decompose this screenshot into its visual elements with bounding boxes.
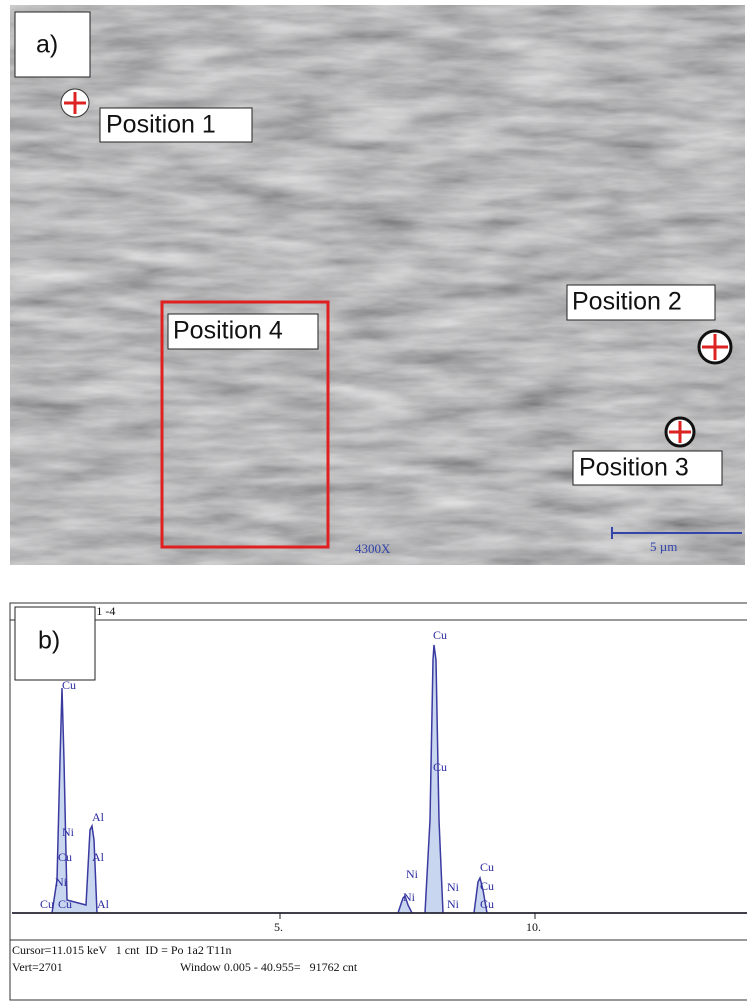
peak-label: Cu	[58, 897, 72, 911]
peak-label: Cu	[480, 897, 494, 911]
peak-label: Ni	[403, 890, 416, 904]
peak-label: Ni	[55, 875, 68, 889]
peak-label: Cu	[433, 628, 447, 642]
position-label: Position 1	[106, 111, 216, 139]
peak-label: Ni	[406, 867, 419, 881]
peak-label: Al	[92, 850, 105, 864]
peak-label: Al	[97, 897, 110, 911]
x-tick-label: 5.	[274, 920, 283, 934]
peak-label: Cu	[40, 897, 54, 911]
magnification: 4300X	[355, 541, 391, 556]
status-line: Window 0.005 - 40.955= 91762 cnt	[180, 960, 358, 974]
position-label: Position 2	[572, 288, 682, 316]
position-label: Position 3	[579, 454, 689, 482]
figure: a) Position 1 Position 2 Position 3 Posi…	[0, 0, 747, 1006]
peak-label: Cu	[58, 850, 72, 864]
panel-a: a) Position 1 Position 2 Position 3 Posi…	[10, 5, 745, 565]
peak-label: Al	[92, 810, 105, 824]
peak-label: Cu	[480, 860, 494, 874]
peak-label: Cu	[62, 678, 76, 692]
scale-bar-label: 5 µm	[650, 539, 677, 554]
peak-label: Ni	[447, 897, 460, 911]
status-line: Cursor=11.015 keV 1 cnt ID = Po 1a2 T11n	[12, 943, 232, 957]
peak-label: Ni	[447, 880, 460, 894]
status-line: Vert=2701	[12, 960, 63, 974]
panel-label: b)	[38, 627, 60, 655]
x-tick-label: 10.	[526, 920, 541, 934]
panel-b: ic vz A 1 -4 b) 5. 10. Cursor=11.015 keV…	[10, 603, 747, 1000]
position-label: Position 4	[173, 317, 283, 345]
peak-label: Ni	[62, 825, 75, 839]
peak-label: Cu	[480, 879, 494, 893]
panel-label: a)	[36, 31, 58, 59]
peak-label: Cu	[433, 760, 447, 774]
